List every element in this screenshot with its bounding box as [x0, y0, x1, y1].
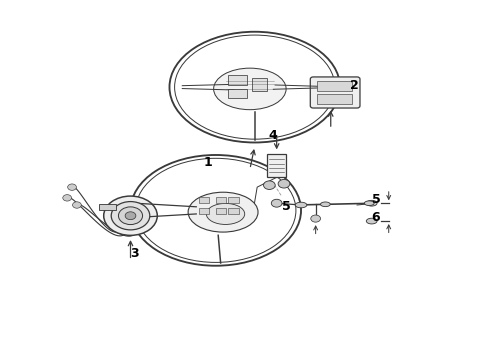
Bar [199, 197, 209, 203]
Bar [317, 81, 352, 91]
Text: 3: 3 [130, 247, 139, 260]
Text: 1: 1 [203, 156, 212, 169]
Text: 4: 4 [269, 129, 277, 142]
Text: 6: 6 [372, 211, 380, 224]
Circle shape [119, 207, 143, 225]
Circle shape [125, 212, 136, 220]
Text: 5: 5 [282, 201, 290, 213]
Circle shape [311, 215, 320, 222]
Ellipse shape [367, 218, 377, 224]
Ellipse shape [214, 68, 286, 110]
Bar [317, 94, 352, 104]
Bar [199, 207, 209, 214]
Bar [228, 207, 239, 214]
Ellipse shape [365, 201, 374, 206]
Bar [228, 197, 239, 203]
Circle shape [278, 180, 290, 188]
Bar [216, 207, 226, 214]
Ellipse shape [367, 201, 377, 206]
Circle shape [271, 199, 282, 207]
Circle shape [63, 195, 72, 201]
Bar [216, 197, 226, 203]
Ellipse shape [188, 192, 258, 232]
Bar [252, 78, 267, 91]
Bar [228, 75, 247, 85]
Ellipse shape [320, 202, 330, 207]
Bar [99, 204, 116, 210]
Ellipse shape [295, 202, 307, 208]
Text: 2: 2 [350, 79, 359, 92]
Circle shape [73, 202, 81, 208]
Circle shape [264, 181, 275, 189]
FancyBboxPatch shape [310, 77, 360, 108]
Circle shape [111, 202, 150, 230]
Bar [228, 89, 247, 98]
Circle shape [68, 184, 76, 190]
Bar [267, 154, 287, 177]
Ellipse shape [206, 203, 245, 224]
Text: 5: 5 [372, 193, 380, 206]
Circle shape [104, 196, 157, 235]
